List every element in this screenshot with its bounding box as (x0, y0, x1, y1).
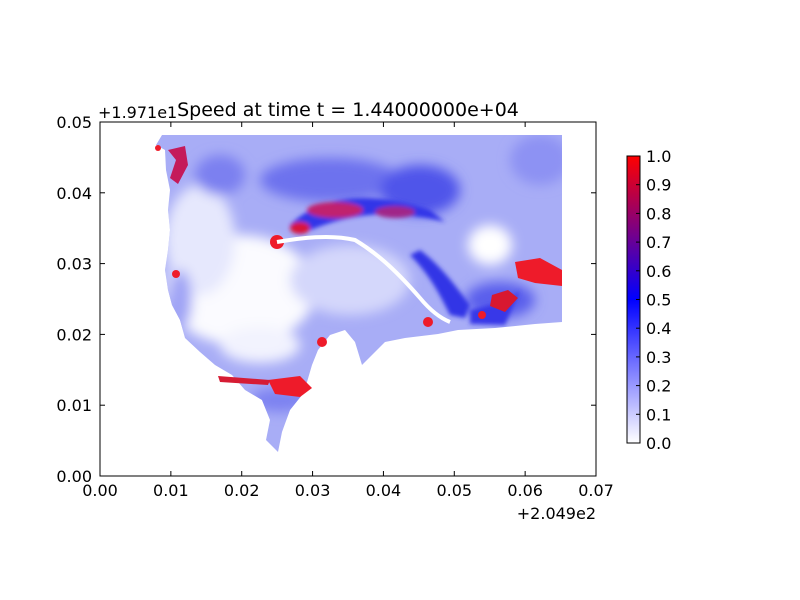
x-axis-ticks: 0.00 0.01 0.02 0.03 0.04 0.05 0.06 0.07 (82, 122, 614, 500)
colorbar-tick-label: 0.8 (646, 204, 671, 223)
x-tick-label: 0.03 (295, 481, 331, 500)
y-tick-label: 0.03 (56, 255, 92, 274)
x-offset-label: +2.049e2 (517, 504, 596, 523)
colorbar-tick-label: 0.0 (646, 434, 671, 453)
colorbar-tick-label: 0.9 (646, 176, 671, 195)
hot-spots (155, 145, 562, 397)
x-tick-label: 0.05 (436, 481, 472, 500)
colorbar-tick-label: 1.0 (646, 147, 671, 166)
breakwater-line (276, 234, 451, 324)
y-tick-label: 0.04 (56, 184, 92, 203)
x-tick-label: 0.07 (578, 481, 614, 500)
y-tick-label: 0.00 (56, 467, 92, 486)
colorbar-tick-label: 0.2 (646, 377, 671, 396)
colorbar-tick-label: 0.4 (646, 319, 671, 338)
plot-frame (99, 121, 597, 477)
x-tick-label: 0.01 (153, 481, 189, 500)
y-tick-label: 0.01 (56, 396, 92, 415)
y-tick-label: 0.05 (56, 113, 92, 132)
colorbar-tick-label: 0.5 (646, 291, 671, 310)
colorbar-tick-label: 0.6 (646, 262, 671, 281)
colorbar-ticks: 0.0 0.1 0.2 0.3 0.4 0.5 0.6 0.7 0.8 0.9 1.0 (636, 147, 671, 453)
colorbar-tick-label: 0.1 (646, 405, 671, 424)
x-tick-label: 0.00 (82, 481, 118, 500)
y-axis-ticks: 0.00 0.01 0.02 0.03 0.04 0.05 (56, 113, 596, 486)
y-offset-label: +1.971e1 (98, 103, 177, 122)
x-tick-label: 0.04 (366, 481, 402, 500)
x-tick-label: 0.02 (224, 481, 260, 500)
colorbar-tick-label: 0.3 (646, 348, 671, 367)
y-tick-label: 0.02 (56, 325, 92, 344)
chart-title: Speed at time t = 1.44000000e+04 (177, 99, 519, 121)
colorbar-tick-label: 0.7 (646, 233, 671, 252)
x-tick-label: 0.06 (507, 481, 543, 500)
